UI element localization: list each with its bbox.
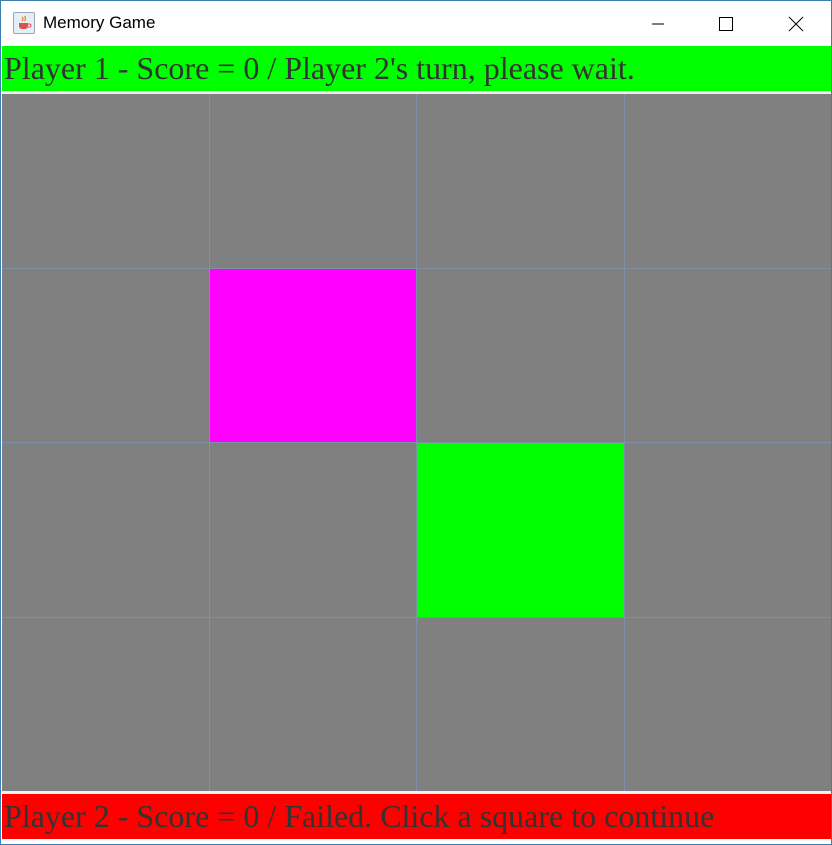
hidden-card-square[interactable] bbox=[624, 94, 831, 268]
divider bbox=[2, 91, 831, 94]
hidden-card-square[interactable] bbox=[417, 94, 624, 268]
minimize-button[interactable] bbox=[635, 1, 681, 46]
hidden-card-square[interactable] bbox=[624, 268, 831, 442]
divider bbox=[2, 791, 831, 794]
hidden-card-square[interactable] bbox=[417, 268, 624, 442]
hidden-card-square[interactable] bbox=[209, 443, 416, 617]
player1-status-bar: Player 1 - Score = 0 / Player 2's turn, … bbox=[2, 46, 831, 91]
game-board bbox=[2, 94, 831, 791]
maximize-button[interactable] bbox=[703, 1, 749, 46]
hidden-card-square[interactable] bbox=[209, 617, 416, 791]
revealed-card-square[interactable] bbox=[417, 443, 624, 617]
minimize-icon bbox=[652, 23, 664, 24]
player2-status-bar: Player 2 - Score = 0 / Failed. Click a s… bbox=[2, 794, 831, 839]
close-button[interactable] bbox=[773, 1, 819, 46]
hidden-card-square[interactable] bbox=[624, 443, 831, 617]
hidden-card-square[interactable] bbox=[2, 443, 209, 617]
java-cup-icon bbox=[13, 12, 35, 34]
maximize-icon bbox=[719, 16, 733, 31]
close-icon bbox=[788, 16, 804, 31]
revealed-card-square[interactable] bbox=[209, 268, 416, 442]
hidden-card-square[interactable] bbox=[209, 94, 416, 268]
hidden-card-square[interactable] bbox=[417, 617, 624, 791]
hidden-card-square[interactable] bbox=[2, 617, 209, 791]
window-title: Memory Game bbox=[43, 13, 156, 32]
hidden-card-square[interactable] bbox=[2, 268, 209, 442]
hidden-card-square[interactable] bbox=[624, 617, 831, 791]
title-bar[interactable]: Memory Game bbox=[1, 1, 831, 46]
hidden-card-square[interactable] bbox=[2, 94, 209, 268]
